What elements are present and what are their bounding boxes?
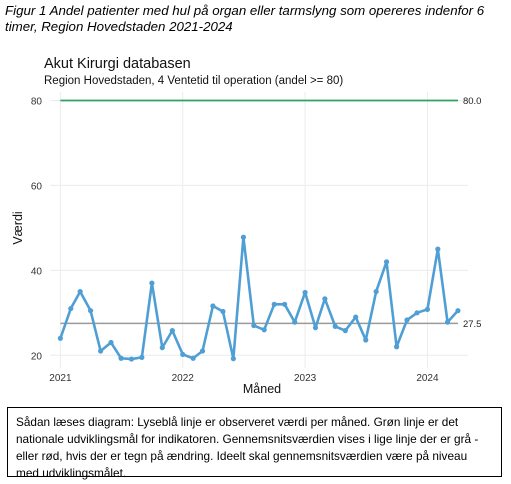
data-point [77, 288, 83, 295]
data-point [363, 337, 369, 343]
data-point [444, 319, 451, 325]
data-point [414, 310, 420, 316]
data-point [342, 328, 348, 334]
series-line [59, 235, 459, 361]
data-point [68, 305, 74, 312]
data-point [424, 306, 431, 313]
x-tick-label: 2022 [172, 373, 195, 384]
data-point [139, 354, 145, 360]
data-point [251, 322, 257, 329]
data-point [373, 288, 379, 295]
data-point [57, 335, 63, 341]
data-point [87, 308, 94, 314]
x-tick-label: 2023 [294, 373, 317, 384]
data-point [435, 246, 441, 252]
data-point [190, 355, 196, 361]
data-point [159, 345, 165, 351]
x-tick-label: 2021 [49, 373, 72, 384]
x-tick-label: 2024 [416, 373, 439, 384]
data-point [282, 301, 288, 307]
mean-label: 27.5 [463, 319, 482, 330]
data-point [220, 308, 226, 315]
y-tick-label: 80 [31, 96, 43, 107]
data-point [302, 289, 308, 296]
data-point [353, 314, 359, 320]
y-axis-title: Værdi [11, 211, 25, 244]
data-point [322, 296, 328, 302]
data-point [455, 308, 461, 314]
data-point [149, 280, 155, 286]
data-point [118, 355, 124, 361]
data-point [128, 356, 135, 362]
y-tick-label: 20 [31, 351, 43, 362]
data-point [292, 319, 298, 325]
chart-title: Akut Kirurgi databasen [44, 56, 191, 72]
data-point [404, 317, 410, 323]
x-axis-title: Måned [243, 382, 281, 396]
series-layer [57, 234, 461, 362]
data-point [383, 259, 390, 265]
axis-layer: 20 40 60 80 2021 2022 2023 2024 [31, 96, 439, 384]
data-point [261, 327, 267, 333]
explanation-box: Sådan læses diagram: Lyseblå linje er ob… [7, 407, 502, 480]
data-point [394, 344, 400, 350]
explanation-text: Sådan læses diagram: Lyseblå linje er ob… [16, 415, 479, 480]
data-point [312, 325, 319, 331]
chart-subtitle: Region Hovedstaden, 4 Ventetid til opera… [44, 75, 344, 87]
data-point [108, 339, 114, 346]
data-point [180, 351, 186, 358]
data-point [199, 348, 206, 354]
data-point [332, 323, 338, 329]
data-point [271, 301, 277, 307]
reference-lines: 80.0 27.5 [60, 96, 481, 330]
data-point [98, 348, 104, 354]
target-label: 80.0 [463, 96, 482, 107]
data-point [240, 234, 247, 240]
data-point [230, 356, 236, 362]
data-point [210, 303, 216, 309]
y-tick-label: 40 [31, 266, 43, 277]
figure-caption: Figur 1 Andel patienter med hul på organ… [5, 3, 485, 34]
data-point [169, 328, 175, 334]
y-tick-label: 60 [31, 181, 43, 192]
